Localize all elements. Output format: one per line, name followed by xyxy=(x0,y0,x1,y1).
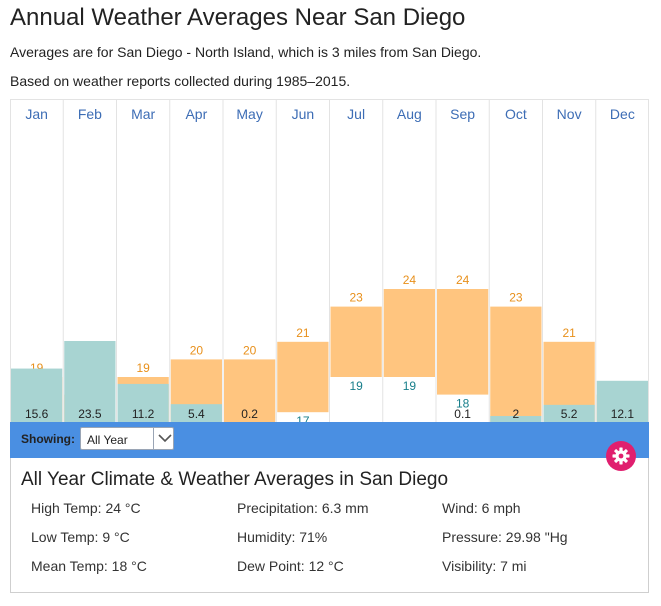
month-label: Apr xyxy=(185,106,207,122)
temp-range-bar xyxy=(330,306,382,377)
high-temp-label: 20 xyxy=(243,343,257,357)
month-label: Jul xyxy=(347,106,365,122)
weather-chart-svg: Jan191015.6Feb181123.5Mar191211.2Apr2014… xyxy=(10,100,649,423)
precip-label: 2 xyxy=(513,407,520,421)
month-label: Aug xyxy=(397,106,422,122)
high-temp-label: 21 xyxy=(562,326,576,340)
high-temp-label: 20 xyxy=(190,343,204,357)
high-temp-label: 21 xyxy=(296,326,310,340)
precipitation-stat: Precipitation: 6.3 mm xyxy=(237,500,369,516)
temp-range-bar xyxy=(277,341,329,413)
page-title: Annual Weather Averages Near San Diego xyxy=(10,4,466,31)
low-temp-label: 19 xyxy=(403,379,417,393)
low-temp-label: 17 xyxy=(296,414,310,423)
pressure-stat: Pressure: 29.98 "Hg xyxy=(442,529,568,545)
precip-label: 5.4 xyxy=(188,407,205,421)
chevron-down-icon xyxy=(158,434,172,443)
month-label: Jun xyxy=(292,106,315,122)
precip-label: 0.2 xyxy=(241,407,258,421)
month-label: Nov xyxy=(557,106,582,122)
period-select-value: All Year xyxy=(87,433,128,447)
precip-bar xyxy=(170,404,222,423)
high-temp-label: 19 xyxy=(136,361,150,375)
temp-range-bar xyxy=(224,359,276,423)
weather-chart: Jan191015.6Feb181123.5Mar191211.2Apr2014… xyxy=(10,99,649,423)
month-label: Jan xyxy=(25,106,48,122)
month-label: Oct xyxy=(505,106,527,122)
summary-panel: All Year Climate & Weather Averages in S… xyxy=(10,458,649,593)
high-temp-label: 24 xyxy=(403,273,417,287)
precip-label: 11.2 xyxy=(132,407,155,421)
period-select[interactable]: All Year xyxy=(80,427,174,450)
temp-range-bar xyxy=(383,289,435,377)
precip-bar xyxy=(490,416,542,423)
month-label: Mar xyxy=(131,106,155,122)
low-temp-label: 18 xyxy=(456,397,470,411)
visibility-stat: Visibility: 7 mi xyxy=(442,558,527,574)
high-temp-label: 23 xyxy=(509,291,523,305)
dew-point-stat: Dew Point: 12 °C xyxy=(237,558,344,574)
data-period-note: Based on weather reports collected durin… xyxy=(10,73,351,89)
summary-title: All Year Climate & Weather Averages in S… xyxy=(21,469,449,490)
temp-range-bar xyxy=(437,289,489,395)
month-label: Dec xyxy=(610,106,635,122)
wind-stat: Wind: 6 mph xyxy=(442,500,521,516)
select-divider xyxy=(153,428,154,449)
mean-temp-stat: Mean Temp: 18 °C xyxy=(31,558,147,574)
gear-icon xyxy=(612,447,630,465)
showing-label: Showing: xyxy=(21,432,75,446)
precip-label: 15.6 xyxy=(25,407,49,421)
showing-bar: Showing: All Year xyxy=(10,422,649,458)
month-label: Feb xyxy=(78,106,102,122)
month-label: May xyxy=(236,106,262,122)
precip-label: 23.5 xyxy=(78,407,102,421)
station-note: Averages are for San Diego - North Islan… xyxy=(10,44,482,60)
high-temp-stat: High Temp: 24 °C xyxy=(31,500,141,516)
precip-bar xyxy=(596,380,648,423)
settings-button[interactable] xyxy=(606,441,636,471)
high-temp-label: 24 xyxy=(456,273,470,287)
precip-label: 0.1 xyxy=(454,407,471,421)
humidity-stat: Humidity: 71% xyxy=(237,529,328,545)
low-temp-label: 19 xyxy=(349,379,363,393)
temp-range-bar xyxy=(490,306,542,423)
precip-bar xyxy=(64,341,116,423)
low-temp-stat: Low Temp: 9 °C xyxy=(31,529,130,545)
precip-label: 12.1 xyxy=(611,407,635,421)
precip-bar xyxy=(117,383,169,423)
precip-bar xyxy=(11,368,63,423)
precip-bar xyxy=(543,404,595,423)
month-label: Sep xyxy=(450,106,475,122)
high-temp-label: 23 xyxy=(349,291,363,305)
precip-label: 5.2 xyxy=(561,407,578,421)
